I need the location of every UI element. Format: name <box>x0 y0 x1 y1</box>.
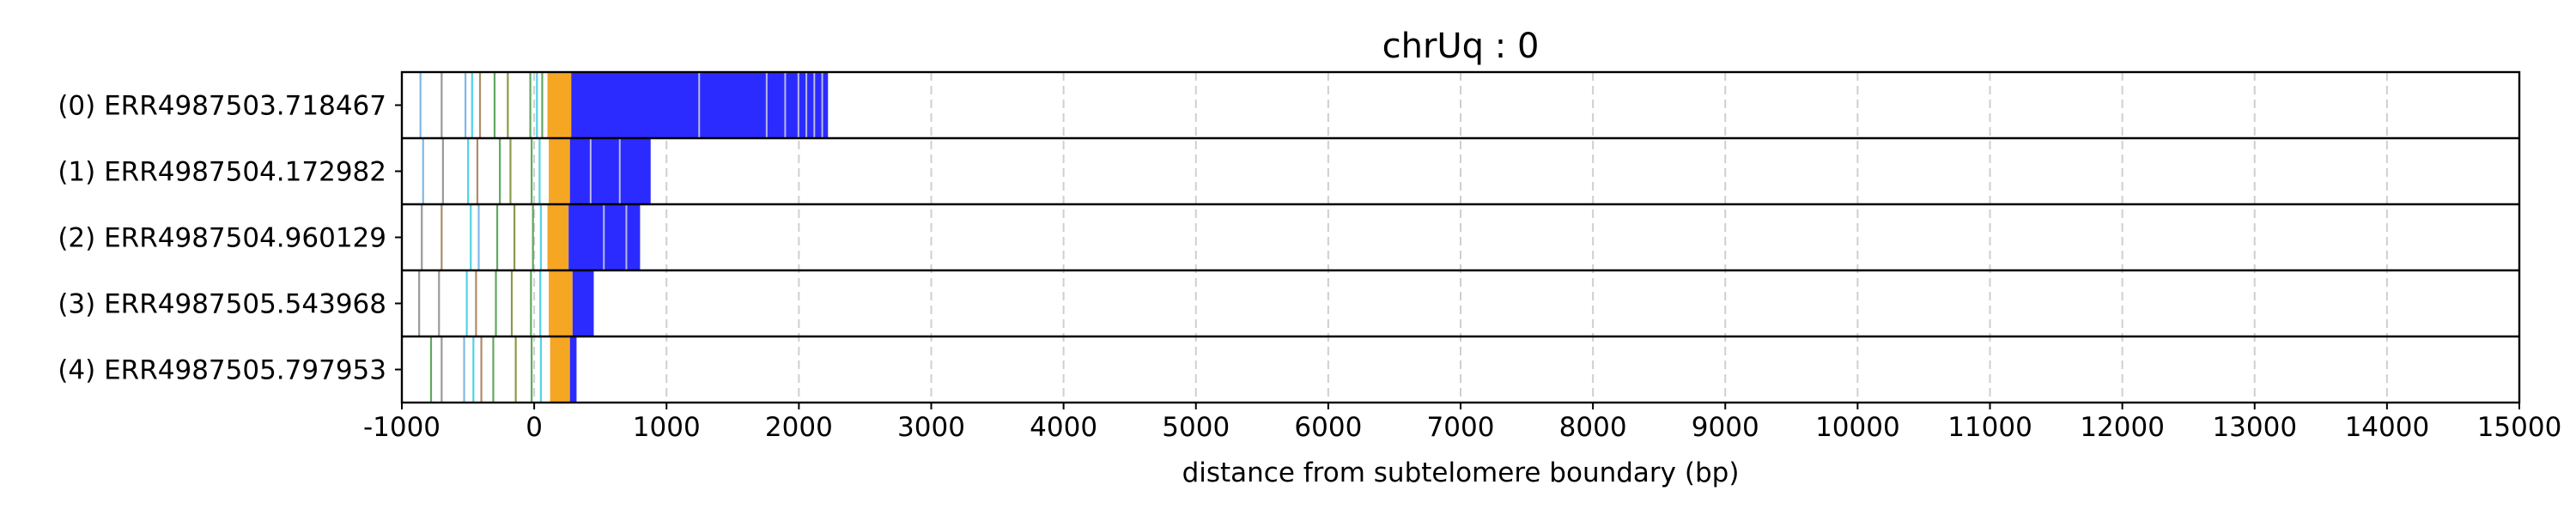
read-feature-mark <box>539 336 543 403</box>
read-repeat-gap <box>698 72 701 138</box>
read-feature-mark <box>467 138 470 204</box>
read-repeat-segment <box>569 336 577 403</box>
read-repeat-gap <box>821 72 823 138</box>
read-feature-mark <box>510 270 513 336</box>
read-feature-mark <box>509 138 512 204</box>
read-repeat-gap <box>589 138 592 204</box>
read-feature-mark <box>422 138 424 204</box>
read-feature-mark <box>441 138 444 204</box>
read-feature-mark <box>492 336 495 403</box>
read-feature-mark <box>419 72 422 138</box>
read-feature-mark <box>475 270 477 336</box>
x-tick-label: 2000 <box>765 412 833 443</box>
read-feature-mark <box>476 138 479 204</box>
x-axis-ticks: -1000 0 1000 2000 3000 4000 5000 6000 7000 8000 90… <box>363 403 2561 443</box>
x-tick-label: 13000 <box>2212 412 2297 443</box>
read-feature-mark <box>472 336 475 403</box>
read-feature-mark <box>464 72 467 138</box>
read-repeat-gap <box>765 72 768 138</box>
x-tick-label: 6000 <box>1294 412 1362 443</box>
read-repeat-gap <box>797 72 799 138</box>
x-tick-label: 9000 <box>1692 412 1759 443</box>
read-repeat-gap <box>618 138 621 204</box>
read-feature-mark <box>529 72 532 138</box>
read-feature-mark <box>541 72 544 138</box>
x-tick-label: 12000 <box>2080 412 2165 443</box>
grid-lines <box>533 72 2388 403</box>
read-core-segment <box>549 270 573 336</box>
read-feature-mark <box>440 204 443 270</box>
read-feature-mark <box>471 72 473 138</box>
x-tick-label: 5000 <box>1162 412 1230 443</box>
read-core-segment <box>547 72 572 138</box>
x-tick-label: 14000 <box>2345 412 2430 443</box>
read-feature-mark <box>530 270 532 336</box>
x-tick-label: 10000 <box>1815 412 1900 443</box>
x-tick-label: 4000 <box>1030 412 1097 443</box>
read-feature-mark <box>499 138 501 204</box>
read-feature-mark <box>495 204 499 270</box>
read-feature-mark <box>421 204 423 270</box>
read-label: (1) ERR4987504.172982 <box>58 157 386 188</box>
read-track <box>419 72 829 138</box>
read-feature-mark <box>477 204 480 270</box>
read-feature-mark <box>514 336 517 403</box>
read-track <box>421 204 641 270</box>
read-core-segment <box>549 138 570 204</box>
read-feature-mark <box>538 138 541 204</box>
read-track <box>429 336 577 403</box>
read-feature-mark <box>507 72 509 138</box>
read-feature-mark <box>440 336 443 403</box>
row-labels: (0) ERR4987503.718467 (1) ERR4987504.1729… <box>58 91 402 386</box>
read-label: (4) ERR4987505.797953 <box>58 355 386 386</box>
read-repeat-segment <box>572 270 594 336</box>
read-repeat-gap <box>625 204 628 270</box>
read-label: (3) ERR4987505.543968 <box>58 289 386 320</box>
read-repeat-gap <box>603 204 605 270</box>
read-track <box>422 138 651 204</box>
row-dividers <box>402 136 2519 338</box>
read-feature-mark <box>495 270 497 336</box>
read-label: (0) ERR4987503.718467 <box>58 91 386 122</box>
x-tick-label: 8000 <box>1559 412 1627 443</box>
read-feature-mark <box>480 336 483 403</box>
x-tick-label: 0 <box>526 412 543 443</box>
read-feature-mark <box>539 204 543 270</box>
read-feature-mark <box>463 336 465 403</box>
x-tick-label: 1000 <box>633 412 701 443</box>
read-feature-mark <box>531 336 533 403</box>
read-feature-mark <box>478 72 482 138</box>
x-tick-label: -1000 <box>363 412 440 443</box>
read-feature-mark <box>438 270 440 336</box>
read-feature-mark <box>532 204 534 270</box>
x-axis-label: distance from subtelomere boundary (bp) <box>1182 457 1740 488</box>
read-feature-mark <box>465 270 468 336</box>
read-feature-mark <box>531 138 533 204</box>
read-repeat-gap <box>784 72 787 138</box>
read-feature-mark <box>493 72 496 138</box>
x-tick-label: 3000 <box>897 412 965 443</box>
read-feature-mark <box>513 204 516 270</box>
x-tick-label: 15000 <box>2477 412 2562 443</box>
read-label: (2) ERR4987504.960129 <box>58 223 386 254</box>
read-feature-mark <box>440 72 443 138</box>
read-feature-mark <box>418 270 421 336</box>
read-core-segment <box>547 204 569 270</box>
read-repeat-gap <box>805 72 808 138</box>
read-feature-mark <box>536 72 538 138</box>
x-tick-label: 7000 <box>1427 412 1495 443</box>
chart-title: chrUq : 0 <box>1382 27 1540 66</box>
read-repeat-gap <box>813 72 816 138</box>
read-track <box>418 270 594 336</box>
read-feature-mark <box>429 336 433 403</box>
read-core-segment <box>550 336 570 403</box>
read-repeat-segment <box>569 138 651 204</box>
read-feature-mark <box>539 270 542 336</box>
read-feature-mark <box>470 204 472 270</box>
read-tracks <box>418 72 829 403</box>
x-tick-label: 11000 <box>1947 412 2032 443</box>
